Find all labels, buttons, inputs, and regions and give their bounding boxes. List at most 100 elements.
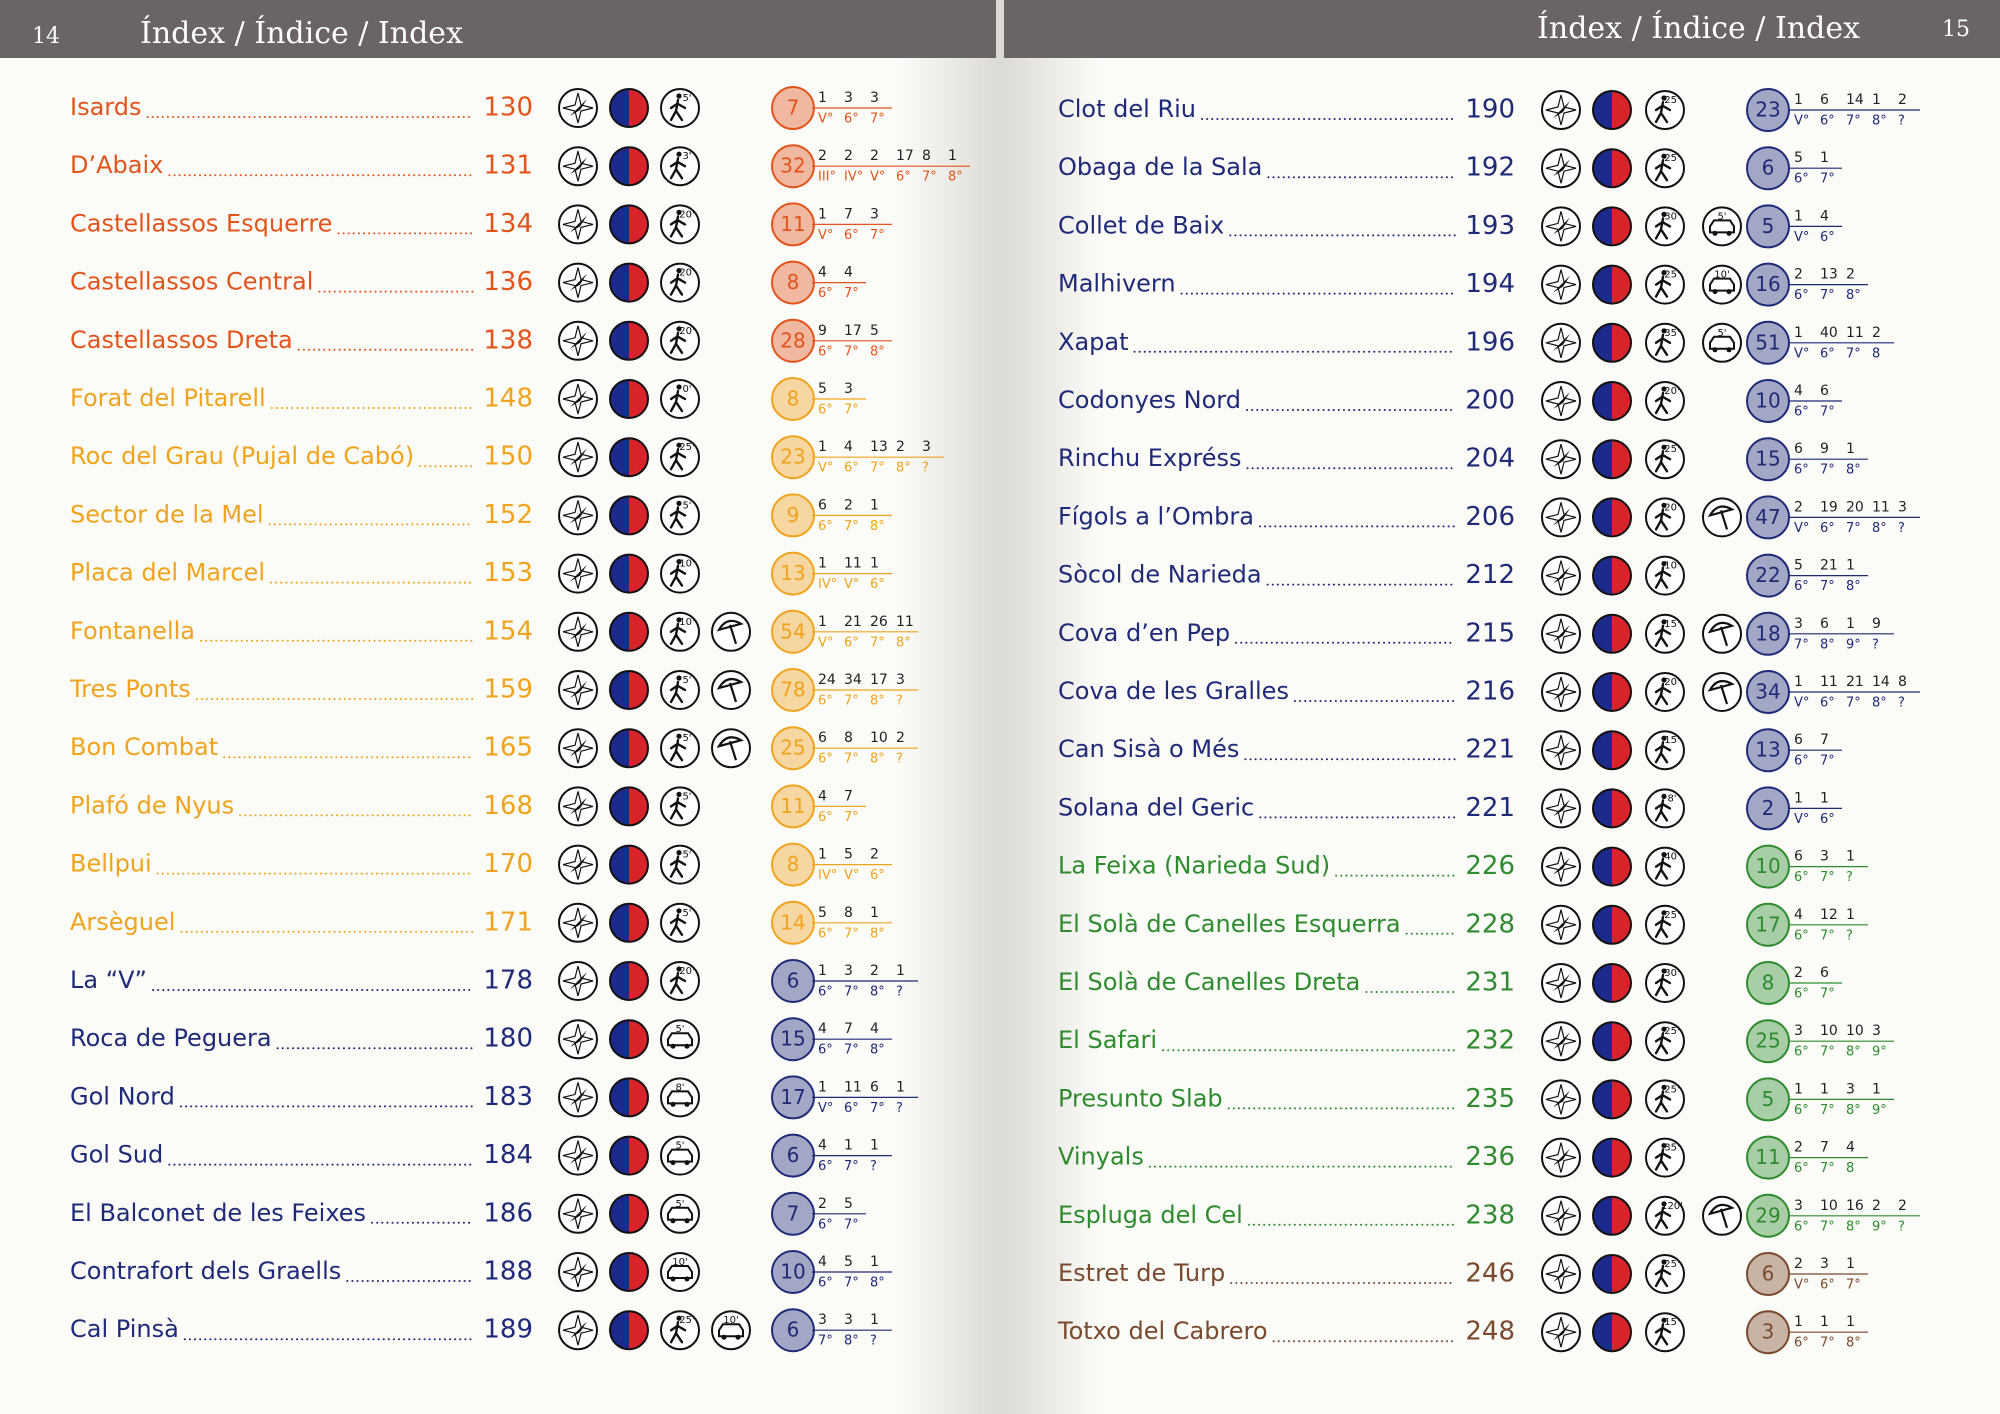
page-ref: 134 [483,209,533,239]
walker-head [676,617,682,623]
grade-count: 1 [896,963,905,979]
approach-time: 30' [1664,211,1679,222]
grade-label: 8° [1846,1103,1861,1118]
route-total: 47 [1755,505,1780,529]
shade-right [629,845,648,884]
compass-icon [1541,1254,1581,1294]
walker [1654,973,1672,997]
grade-count: 11 [1846,325,1864,341]
icon-ring [1645,1079,1685,1120]
walker [1654,217,1672,240]
grade-label: 6° [818,1217,833,1232]
compass-needle [1553,333,1570,351]
grade-count: 2 [818,1196,827,1212]
grade-label: 7° [844,519,859,534]
grade-label: 7° [1820,870,1835,885]
grade-label: V° [870,170,885,185]
grade-count: 2 [1872,1198,1881,1214]
walk-icon: 15' [1645,730,1685,771]
grade-count: 2 [1898,92,1907,108]
wheel [670,1101,676,1107]
sun-shade-icon [1592,90,1632,130]
compass-star [562,1140,594,1171]
grade-count: 1 [1794,1314,1803,1330]
place-name: El Solà de Canelles Dreta [1058,968,1360,996]
walker-head [676,966,682,972]
grade-label: 6° [818,810,833,825]
shade-right [629,147,648,186]
page-ref: 221 [1465,735,1515,765]
sun-shade-icon [1592,730,1632,771]
grade-count: 6 [818,497,827,513]
page-ref: 238 [1465,1200,1515,1230]
grade-count: 2 [844,148,853,164]
grade-label: 9° [1846,637,1861,652]
walker-head [1661,270,1667,276]
route-total: 8 [1762,971,1775,995]
walker [1654,857,1672,880]
route-total: 7 [787,96,800,120]
grade-label: V° [1794,230,1809,245]
route-total: 29 [1755,1203,1780,1227]
grade-label: 6° [1794,288,1809,303]
compass-needle [1553,915,1570,933]
umbrella-icon [711,611,751,652]
grade-label: 7° [1846,114,1861,129]
page-ref: 232 [1465,1026,1515,1056]
compass-icon [1541,613,1581,654]
approach-time: 25' [679,442,694,453]
walker-head [676,93,682,99]
compass-icon [558,1193,598,1234]
approach-time: 3' [682,151,691,162]
page-ref: 216 [1465,677,1515,707]
compass-star [1545,502,1577,533]
compass-star [562,1315,594,1346]
wheel [735,1334,741,1340]
walk-icon: 15' [1645,613,1685,654]
grade-count: 6 [1794,849,1803,865]
route-total: 25 [1755,1029,1780,1053]
grade-count: 7 [844,788,853,804]
car-icon: 5' [660,1193,700,1234]
grade-count: 11 [844,1079,862,1095]
compass-needle [570,797,587,815]
shade-right [1612,382,1631,420]
walk-icon: 20' [1645,381,1685,421]
walker [669,273,687,296]
route-total: 23 [1755,98,1780,122]
shade-right [629,438,648,477]
icon-ring [660,495,700,536]
sun-shade-icon [1592,1254,1632,1294]
route-total: 7 [787,1201,800,1225]
umbrella-icon [711,670,751,710]
sun-shade-icon [1592,788,1632,829]
wheel [684,1101,690,1107]
compass-star [562,616,594,647]
compass-needle [570,622,587,640]
page-ref: 148 [483,384,533,414]
walker-head [676,500,682,506]
walk-icon: 120' [1645,1195,1685,1236]
grade-label: V° [818,635,833,650]
place-name: Codonyes Nord [1058,386,1241,414]
grade-label: 7° [1820,288,1835,303]
compass-star [1545,444,1577,475]
grade-count: 1 [1846,616,1855,632]
icon-ring [609,146,649,187]
compass-icon [558,146,598,187]
icon-ring [1645,1021,1685,1062]
grade-label: ? [1846,870,1853,885]
route-total: 11 [780,794,805,818]
grade-count: 2 [870,148,879,164]
icon-ring [609,1019,649,1060]
place-name: Obaga de la Sala [1058,153,1262,181]
grade-count: 1 [870,1312,879,1328]
shade-right [629,263,648,302]
walker-head [1661,95,1667,101]
compass-icon [1541,555,1581,596]
grade-label: 6° [1794,405,1809,420]
approach-time: 30' [1664,968,1679,979]
compass-star [1545,735,1577,766]
grade-count: 40 [1820,325,1838,341]
approach-time: 25' [1664,95,1679,106]
